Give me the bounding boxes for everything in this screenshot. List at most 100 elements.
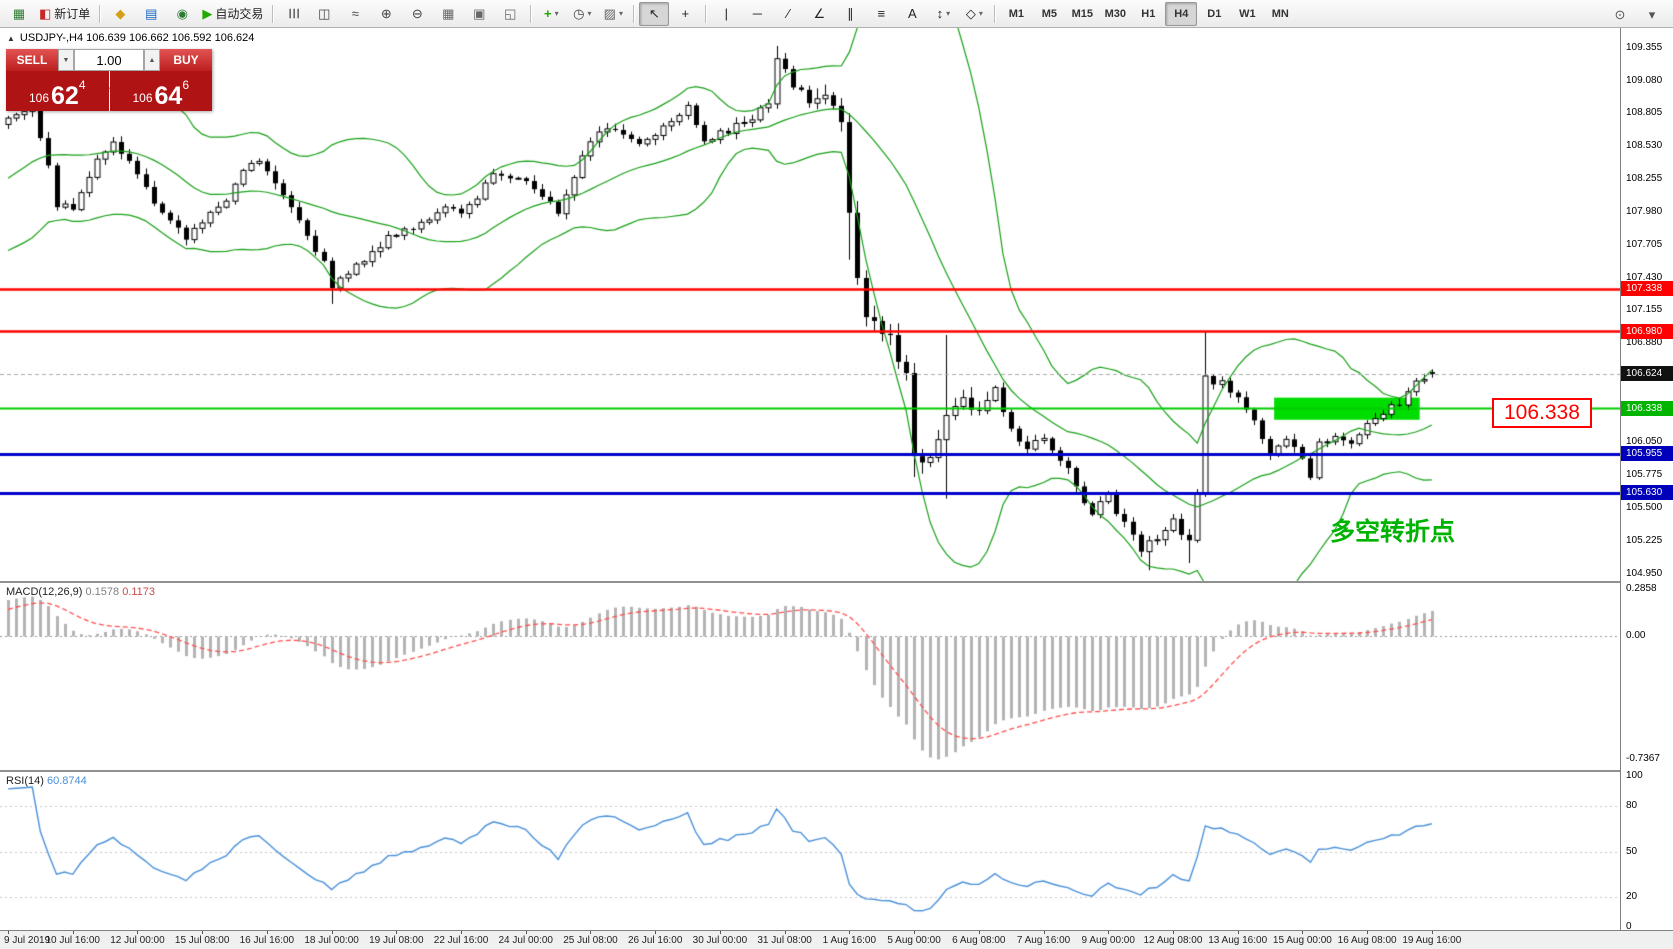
timeframe-m30-button[interactable]: M30: [1104, 7, 1127, 20]
equidistant-channel-icon[interactable]: ∥: [835, 2, 865, 26]
turning-point-note[interactable]: 多空转折点: [1330, 518, 1456, 546]
navigator-icon[interactable]: ◉: [167, 2, 197, 26]
templates-icon[interactable]: ▨ ▾: [598, 2, 628, 26]
window-menu-icon[interactable]: ▾: [1637, 2, 1667, 26]
crosshair-icon[interactable]: +: [670, 2, 700, 26]
time-tick: [1431, 931, 1433, 934]
dropdown-caret-icon: ▾: [978, 9, 983, 18]
grid-icon[interactable]: ▦: [433, 2, 463, 26]
text-label-icon[interactable]: A: [897, 2, 927, 26]
time-label: 19 Aug 16:00: [1402, 935, 1462, 946]
price-level-label[interactable]: 106.338: [1492, 398, 1592, 428]
angle-line-icon[interactable]: ∠: [804, 2, 834, 26]
sell-button[interactable]: SELL: [6, 49, 58, 71]
zoom-in-icon[interactable]: ⊕: [371, 2, 401, 26]
time-tick: [914, 931, 916, 934]
time-tick: [1108, 931, 1110, 934]
one-click-collapse-icon[interactable]: ▲: [7, 33, 15, 43]
macd-pane-separator[interactable]: [0, 581, 1673, 583]
zoom-in-icon-glyph: ⊕: [380, 6, 392, 21]
price-tag: 107.338: [1621, 281, 1673, 297]
metaeditor-icon-glyph: ◆: [115, 6, 126, 21]
volume-increase-button[interactable]: ▲: [144, 49, 160, 71]
timeframe-mn-button[interactable]: MN: [1271, 7, 1289, 20]
time-label: 1 Aug 16:00: [822, 935, 877, 946]
time-label: 16 Aug 08:00: [1337, 935, 1397, 946]
sell-price-button[interactable]: 106 62 4: [6, 71, 109, 111]
horizontal-line-icon[interactable]: ─: [742, 2, 772, 26]
timeframe-h1-button[interactable]: H1: [1141, 7, 1156, 20]
arrow-objects-icon[interactable]: ↕ ▾: [928, 2, 958, 26]
zoom-out-icon-glyph: ⊖: [411, 6, 423, 21]
dropdown-caret-icon: ▾: [618, 9, 623, 18]
volume-decrease-button[interactable]: ▼: [58, 49, 74, 71]
timeframe-w1-button[interactable]: W1: [1239, 7, 1256, 20]
time-tick: [266, 931, 268, 934]
time-label: 24 Jul 00:00: [498, 935, 554, 946]
autotrading-button-label: 自动交易: [215, 7, 264, 21]
rsi-name: RSI(14): [6, 775, 44, 787]
cascade-windows-icon[interactable]: ▣: [464, 2, 494, 26]
buy-price-button[interactable]: 106 64 6: [109, 71, 212, 111]
price-chart-canvas[interactable]: [0, 28, 1620, 930]
time-tick: [396, 931, 398, 934]
bar-chart-icon[interactable]: ☰: [278, 2, 308, 26]
trendline-icon[interactable]: ∕: [773, 2, 803, 26]
candlestick-chart-icon[interactable]: ◫: [309, 2, 339, 26]
macd-name: MACD(12,26,9): [6, 586, 83, 598]
buy-button[interactable]: BUY: [160, 49, 212, 71]
autotrading-button[interactable]: ▶ 自动交易: [198, 2, 267, 26]
price-tick: 107.705: [1626, 238, 1663, 250]
timeframe-m15-button[interactable]: M15: [1071, 7, 1094, 20]
time-tick: [461, 931, 463, 934]
price-axis[interactable]: 109.355 109.080 108.805 108.530 108.255 107.9…: [1620, 28, 1673, 932]
indicators-icon[interactable]: + ▾: [536, 2, 566, 26]
new-order-button[interactable]: ◧ 新订单: [35, 2, 94, 26]
time-label: 31 Jul 08:00: [757, 935, 812, 946]
timeframe-d1-button[interactable]: D1: [1207, 7, 1222, 20]
rsi-tick: 100: [1626, 770, 1643, 781]
cascade-windows-icon-glyph: ▣: [473, 6, 486, 21]
timeframe-h4-button[interactable]: H4: [1165, 1, 1198, 26]
rsi-pane-separator[interactable]: [0, 770, 1673, 772]
price-tag: 106.624: [1621, 366, 1673, 382]
new-order-button-label: 新订单: [54, 7, 91, 21]
time-label: 12 Aug 08:00: [1143, 935, 1203, 946]
chart-header: ▲ USDJPY-,H4 106.639 106.662 106.592 106…: [7, 32, 254, 44]
price-tag: 105.630: [1621, 485, 1673, 501]
macd-tick: 0.00: [1626, 630, 1646, 642]
line-chart-icon[interactable]: ≈: [340, 2, 370, 26]
search-icon[interactable]: ⊙: [1605, 2, 1635, 26]
time-tick: [202, 931, 204, 934]
shapes-icon[interactable]: ◇ ▾: [959, 2, 989, 26]
buy-price-big: 64: [154, 81, 183, 110]
new-chart-icon[interactable]: ▦: [4, 2, 34, 26]
macd-tick: -0.7367: [1626, 753, 1660, 765]
time-tick: [525, 931, 527, 934]
new-order-button-glyph: ◧: [39, 6, 52, 21]
one-click-price-row: 106 62 4 106 64 6: [6, 71, 212, 111]
new-chart-icon-glyph: ▦: [12, 6, 26, 21]
time-tick: [331, 931, 333, 934]
timeframe-m5-button[interactable]: M5: [1041, 7, 1057, 20]
volume-input[interactable]: 1.00: [74, 49, 144, 71]
market-watch-icon[interactable]: ▤: [136, 2, 166, 26]
time-tick: [1172, 931, 1174, 934]
time-tick: [72, 931, 74, 934]
one-click-top-row: SELL ▼ 1.00 ▲ BUY: [6, 49, 212, 71]
price-tick: 109.080: [1626, 74, 1663, 86]
time-tick: [1043, 931, 1045, 934]
text-label-icon-glyph: A: [907, 6, 917, 21]
cursor-icon[interactable]: ↖: [639, 1, 670, 26]
candlestick-chart-icon-glyph: ◫: [318, 6, 331, 21]
time-axis[interactable]: 9 Jul 2019 10 Jul 16:00 12 Jul 00:00 15 Jul…: [0, 930, 1673, 949]
tile-windows-icon[interactable]: ◱: [495, 2, 525, 26]
metaeditor-icon[interactable]: ◆: [105, 2, 135, 26]
navigator-icon-glyph: ◉: [176, 6, 188, 21]
periods-icon[interactable]: ◷ ▾: [567, 2, 597, 26]
zoom-out-icon[interactable]: ⊖: [402, 2, 432, 26]
vertical-line-icon[interactable]: |: [711, 2, 741, 26]
fibonacci-icon[interactable]: ≡: [866, 2, 896, 26]
line-chart-icon-glyph: ≈: [351, 6, 359, 21]
timeframe-m1-button[interactable]: M1: [1008, 7, 1024, 20]
